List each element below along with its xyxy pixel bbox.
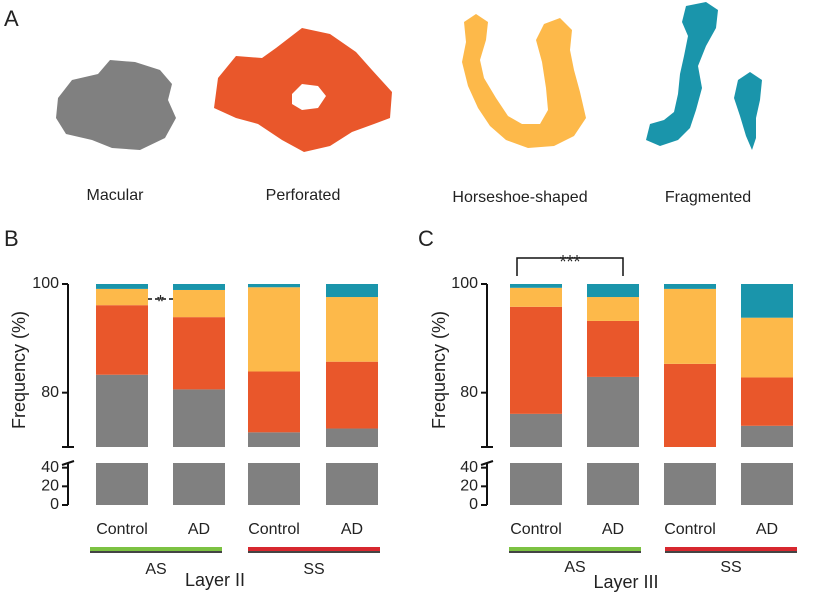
bar-segment: [173, 317, 225, 390]
shape-label: Fragmented: [665, 189, 751, 206]
bar-segment: [664, 284, 716, 289]
shape-label: Macular: [87, 187, 145, 204]
bar-segment: [741, 425, 793, 447]
x-tick-label: AD: [188, 521, 210, 538]
perforated-shape: [214, 28, 392, 152]
x-tick-label: AD: [602, 521, 624, 538]
bar-segment: [96, 463, 148, 505]
y-tick-label: 100: [451, 275, 478, 292]
bar-segment: [326, 463, 378, 505]
y-tick-label: 0: [469, 496, 478, 513]
bar-segment: [587, 463, 639, 505]
y-tick-label: 20: [460, 478, 478, 495]
x-tick-label: AD: [341, 521, 363, 538]
group-label: SS: [303, 561, 324, 578]
bar-segment: [587, 376, 639, 447]
x-tick-label: Control: [510, 521, 562, 538]
bar-segment: [510, 287, 562, 307]
y-tick-label: 40: [41, 459, 59, 476]
y-tick-label: 20: [41, 478, 59, 495]
bar-segment: [664, 463, 716, 505]
x-tick-label: Control: [96, 521, 148, 538]
bar-segment: [326, 284, 378, 298]
bar-segment: [173, 463, 225, 505]
bar-segment: [510, 284, 562, 288]
significance-bracket: [516, 257, 624, 276]
fragmented-shape: [646, 2, 762, 150]
x-tick-label: Control: [248, 521, 300, 538]
group-label: SS: [720, 559, 741, 576]
x-tick-label: AD: [756, 521, 778, 538]
x-axis-label: Layer II: [185, 570, 245, 590]
bar-segment: [248, 371, 300, 433]
bar-segment: [741, 377, 793, 426]
bar-segment: [587, 284, 639, 298]
y-tick-label: 40: [460, 459, 478, 476]
bar-segment: [741, 317, 793, 378]
y-axis-label: Frequency (%): [429, 311, 449, 429]
bar-segment: [741, 463, 793, 505]
bar-segment: [587, 320, 639, 377]
bar-segment: [510, 413, 562, 447]
bar-segment: [326, 297, 378, 362]
bar-segment: [664, 363, 716, 447]
bar-segment: [96, 288, 148, 306]
shape-label: Perforated: [266, 187, 341, 204]
bar-segment: [248, 463, 300, 505]
panel-letter: A: [4, 6, 19, 31]
significance-label: *: [157, 292, 164, 312]
bar-segment: [664, 288, 716, 364]
panel-letter: B: [4, 226, 19, 251]
bar-segment: [173, 389, 225, 447]
bar-segment: [326, 361, 378, 429]
significance-label: ***: [559, 252, 580, 272]
y-tick-label: 0: [50, 496, 59, 513]
bar-segment: [510, 306, 562, 414]
horseshoe-shape: [462, 14, 586, 148]
bar-segment: [587, 297, 639, 321]
bar-segment: [248, 287, 300, 372]
group-label: AS: [145, 561, 166, 578]
axis-break: [480, 460, 494, 466]
bar-segment: [96, 305, 148, 375]
bar-segment: [173, 284, 225, 290]
axis-break: [61, 460, 75, 466]
bar-segment: [173, 289, 225, 318]
bar-segment: [96, 284, 148, 289]
y-tick-label: 80: [41, 384, 59, 401]
bar-segment: [510, 463, 562, 505]
y-tick-label: 100: [32, 275, 59, 292]
y-axis-label: Frequency (%): [9, 311, 29, 429]
bar-segment: [248, 432, 300, 447]
shape-label: Horseshoe-shaped: [452, 189, 587, 206]
bar-segment: [248, 284, 300, 288]
panel-letter: C: [418, 226, 434, 251]
x-axis-label: Layer III: [593, 572, 658, 592]
bar-segment: [741, 284, 793, 318]
bar-segment: [326, 428, 378, 447]
y-tick-label: 80: [460, 384, 478, 401]
x-tick-label: Control: [664, 521, 716, 538]
bar-segment: [96, 374, 148, 447]
macular-shape: [56, 60, 176, 150]
group-label: AS: [564, 559, 585, 576]
